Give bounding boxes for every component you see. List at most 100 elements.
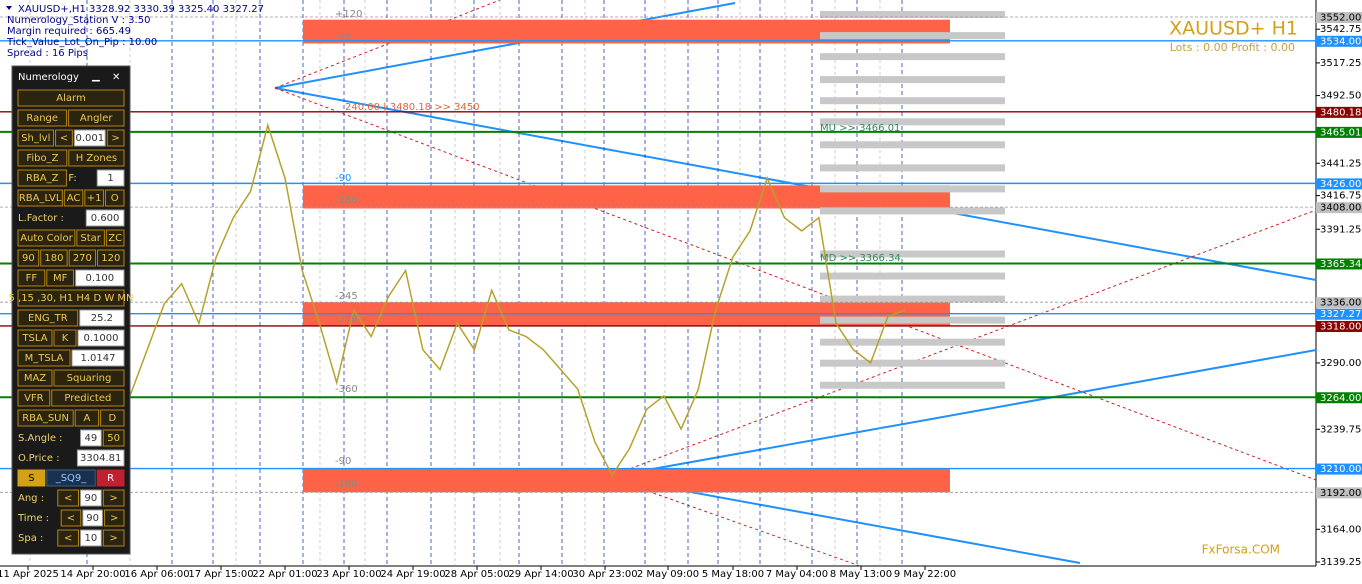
- panel-btn[interactable]: [17, 369, 53, 387]
- panel-btn-text[interactable]: 90: [22, 253, 35, 264]
- panel-btn-text[interactable]: Alarm: [56, 93, 85, 104]
- panel-btn[interactable]: [46, 269, 75, 287]
- panel-btn[interactable]: [17, 409, 74, 427]
- panel-dark[interactable]: [46, 469, 96, 487]
- panel-inp-text[interactable]: 25.2: [91, 313, 113, 324]
- panel-btn[interactable]: [68, 149, 125, 167]
- panel-inp[interactable]: [76, 449, 125, 467]
- panel-btn-text[interactable]: D: [108, 413, 116, 424]
- panel-btn[interactable]: [17, 189, 63, 207]
- panel-btn-text[interactable]: A: [83, 413, 90, 424]
- panel-inp[interactable]: [75, 269, 125, 287]
- panel-act-text[interactable]: S: [28, 473, 34, 484]
- panel-inp[interactable]: [80, 429, 102, 447]
- panel-btn[interactable]: [53, 329, 77, 347]
- panel-btn-text[interactable]: Squaring: [67, 373, 112, 384]
- panel-btn[interactable]: [102, 529, 125, 547]
- panel-btn[interactable]: [97, 249, 125, 267]
- panel-btn[interactable]: [60, 509, 82, 527]
- panel-inp[interactable]: [73, 129, 106, 147]
- panel-btn[interactable]: [68, 249, 97, 267]
- panel-btn[interactable]: [17, 349, 71, 367]
- panel-btn[interactable]: [40, 249, 68, 267]
- panel-btn-text[interactable]: >: [110, 513, 118, 524]
- panel-btn[interactable]: [105, 229, 125, 247]
- panel-btn[interactable]: [17, 169, 67, 187]
- panel-btn-text[interactable]: Auto Color: [20, 233, 73, 244]
- panel-btn-text[interactable]: 5 ,15 ,30, H1 H4 D W MN: [8, 293, 133, 304]
- panel-inp-text[interactable]: 90: [86, 513, 99, 524]
- panel-btn[interactable]: [76, 229, 105, 247]
- panel-btn[interactable]: [57, 529, 80, 547]
- panel-inp[interactable]: [80, 529, 102, 547]
- panel-btn[interactable]: [17, 309, 79, 327]
- panel-btn-text[interactable]: ENG_TR: [28, 313, 68, 324]
- panel-btn-text[interactable]: TSLA: [21, 333, 47, 344]
- panel-btn-text[interactable]: RBA_Z: [26, 173, 59, 184]
- panel-btn-text[interactable]: FF: [26, 273, 38, 284]
- panel-btn-text[interactable]: M_TSLA: [25, 353, 64, 364]
- panel-btn[interactable]: [17, 269, 46, 287]
- panel-btn[interactable]: [17, 329, 53, 347]
- panel-btn-text[interactable]: RBA_SUN: [22, 413, 69, 424]
- panel-btn-text[interactable]: K: [62, 333, 69, 344]
- panel-btn[interactable]: [102, 489, 125, 507]
- panel-inp-text[interactable]: 49: [85, 433, 98, 444]
- panel-btn-text[interactable]: MAZ: [24, 373, 46, 384]
- panel-btn-text[interactable]: 50: [107, 433, 120, 444]
- panel-inp-text[interactable]: 10: [85, 533, 98, 544]
- panel-btn[interactable]: [53, 369, 125, 387]
- panel-red-text[interactable]: R: [107, 473, 114, 484]
- panel-btn[interactable]: [67, 109, 125, 127]
- panel-btn-text[interactable]: MF: [53, 273, 68, 284]
- panel-red[interactable]: [96, 469, 125, 487]
- panel-btn-text[interactable]: 180: [44, 253, 63, 264]
- panel-inp-text[interactable]: 0.100: [85, 273, 114, 284]
- panel-btn[interactable]: [17, 109, 67, 127]
- panel-inp[interactable]: [71, 349, 125, 367]
- panel-btn-text[interactable]: O: [111, 193, 119, 204]
- panel-btn-text[interactable]: <: [64, 533, 72, 544]
- panel-btn[interactable]: [17, 129, 55, 147]
- panel-btn[interactable]: [17, 249, 40, 267]
- panel-btn-text[interactable]: H Zones: [76, 153, 117, 164]
- panel-inp-text[interactable]: 90: [85, 493, 98, 504]
- panel-btn-text[interactable]: 270: [73, 253, 92, 264]
- panel-btn-text[interactable]: Predicted: [64, 393, 111, 404]
- panel-inp[interactable]: [77, 329, 125, 347]
- panel-btn-text[interactable]: Range: [26, 113, 58, 124]
- panel-inp-text[interactable]: 0.600: [91, 213, 120, 224]
- panel-btn[interactable]: [17, 149, 68, 167]
- panel-btn[interactable]: [63, 189, 84, 207]
- panel-btn[interactable]: [74, 409, 100, 427]
- panel-inp[interactable]: [85, 209, 125, 227]
- panel-btn[interactable]: [106, 129, 125, 147]
- panel-btn[interactable]: [84, 189, 104, 207]
- panel-act[interactable]: [17, 469, 46, 487]
- panel-btn[interactable]: [17, 229, 76, 247]
- panel-inp-text[interactable]: 3304.81: [80, 453, 121, 464]
- panel-btn-text[interactable]: Sh_lvl: [21, 133, 50, 144]
- panel-inp-text[interactable]: 0.001: [75, 133, 104, 144]
- panel-inp[interactable]: [80, 489, 102, 507]
- panel-btn-text[interactable]: VFR: [24, 393, 44, 404]
- panel-btn[interactable]: [57, 489, 80, 507]
- panel-btn[interactable]: [100, 409, 125, 427]
- panel-dark-text[interactable]: _SQ9_: [55, 473, 88, 484]
- panel-btn-text[interactable]: 120: [101, 253, 120, 264]
- panel-btn[interactable]: [55, 129, 73, 147]
- panel-btn[interactable]: [102, 429, 125, 447]
- panel-inp-text[interactable]: 1: [107, 173, 113, 184]
- panel-btn-text[interactable]: <: [60, 133, 68, 144]
- panel-inp[interactable]: [96, 169, 125, 187]
- panel-btn[interactable]: [104, 189, 125, 207]
- panel-inp-text[interactable]: 1.0147: [81, 353, 116, 364]
- panel-btn-text[interactable]: ZC: [108, 233, 122, 244]
- panel-btn-text[interactable]: >: [109, 493, 117, 504]
- panel-btn[interactable]: [17, 89, 125, 107]
- panel-btn-text[interactable]: <: [64, 493, 72, 504]
- panel-btn-text[interactable]: <: [67, 513, 75, 524]
- panel-btn-text[interactable]: >: [109, 533, 117, 544]
- panel-inp[interactable]: [79, 309, 125, 327]
- panel-btn[interactable]: [103, 509, 125, 527]
